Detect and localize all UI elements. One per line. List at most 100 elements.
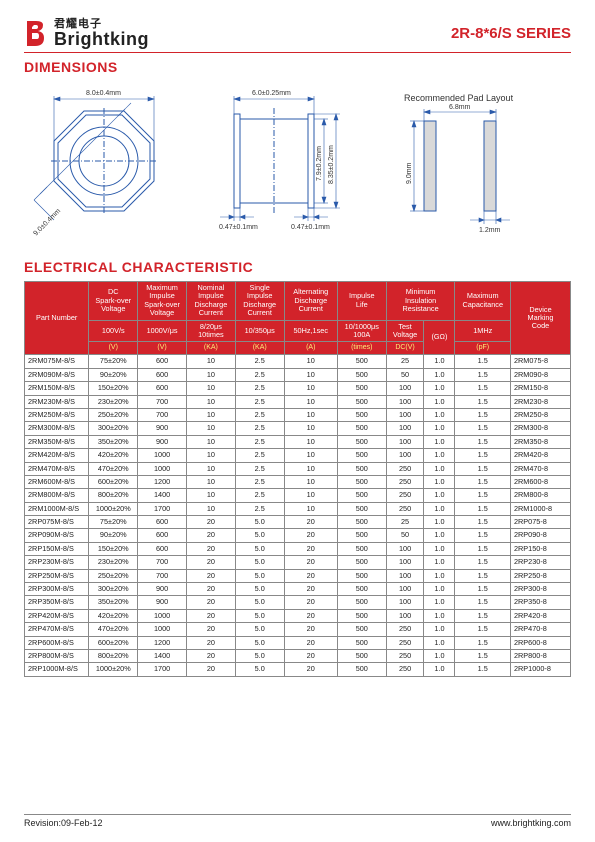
cell-sing: 2.5 xyxy=(235,382,284,395)
pad-width: 6.8mm xyxy=(449,104,471,111)
cell-tv: 100 xyxy=(386,596,424,609)
table-row: 2RM600M-8/S600±20%1200102.5105002501.01.… xyxy=(25,475,571,488)
cell-pn: 2RM230M-8/S xyxy=(25,395,89,408)
cell-go: 1.0 xyxy=(424,556,455,569)
cell-pn: 2RM150M-8/S xyxy=(25,382,89,395)
cell-pn: 2RM600M-8/S xyxy=(25,475,89,488)
cell-tv: 100 xyxy=(386,395,424,408)
series-title: 2R-8*6/S SERIES xyxy=(451,25,571,42)
cell-dc: 150±20% xyxy=(89,382,138,395)
cell-max: 1200 xyxy=(138,475,187,488)
cell-max: 1000 xyxy=(138,623,187,636)
cell-dc: 300±20% xyxy=(89,583,138,596)
cell-alt: 10 xyxy=(284,489,337,502)
cell-sing: 5.0 xyxy=(235,583,284,596)
cell-sing: 5.0 xyxy=(235,596,284,609)
dim-lip-left: 0.47±0.1mm xyxy=(219,224,258,231)
cell-mark: 2RP800-8 xyxy=(510,649,570,662)
cell-alt: 10 xyxy=(284,462,337,475)
cell-sing: 2.5 xyxy=(235,368,284,381)
cell-max: 600 xyxy=(138,529,187,542)
cell-go: 1.0 xyxy=(424,649,455,662)
sub-ins-unit: (GΩ) xyxy=(424,320,455,355)
cell-max: 1000 xyxy=(138,462,187,475)
cell-alt: 20 xyxy=(284,569,337,582)
cell-tv: 250 xyxy=(386,462,424,475)
cell-alt: 10 xyxy=(284,355,337,368)
cell-nom: 20 xyxy=(186,556,235,569)
cell-mark: 2RP230-8 xyxy=(510,556,570,569)
cell-mark: 2RM800-8 xyxy=(510,489,570,502)
cell-max: 900 xyxy=(138,583,187,596)
cell-dc: 470±20% xyxy=(89,623,138,636)
unit-nom: (KA) xyxy=(186,342,235,355)
table-row: 2RP1000M-8/S1000±20%1700205.0205002501.0… xyxy=(25,663,571,676)
cell-mark: 2RM150-8 xyxy=(510,382,570,395)
cell-life: 500 xyxy=(337,502,386,515)
cell-pn: 2RM075M-8/S xyxy=(25,355,89,368)
cell-nom: 20 xyxy=(186,663,235,676)
cell-max: 600 xyxy=(138,516,187,529)
cell-cap: 1.5 xyxy=(455,382,510,395)
cell-dc: 600±20% xyxy=(89,475,138,488)
dim-lip-right: 0.47±0.1mm xyxy=(291,224,330,231)
cell-sing: 2.5 xyxy=(235,502,284,515)
cell-mark: 2RP600-8 xyxy=(510,636,570,649)
cell-pn: 2RP420M-8/S xyxy=(25,609,89,622)
cell-cap: 1.5 xyxy=(455,556,510,569)
cell-tv: 250 xyxy=(386,636,424,649)
cell-mark: 2RP150-8 xyxy=(510,542,570,555)
sub-nom-wave: 8/20μs 10times xyxy=(186,320,235,342)
cell-nom: 10 xyxy=(186,355,235,368)
table-row: 2RP075M-8/S75±20%600205.020500251.01.52R… xyxy=(25,516,571,529)
table-row: 2RM350M-8/S350±20%900102.5105001001.01.5… xyxy=(25,435,571,448)
cell-mark: 2RP090-8 xyxy=(510,529,570,542)
cell-go: 1.0 xyxy=(424,475,455,488)
page-header: 君耀电子 Brightking 2R-8*6/S SERIES xyxy=(24,18,571,53)
cell-tv: 100 xyxy=(386,542,424,555)
cell-dc: 250±20% xyxy=(89,408,138,421)
cell-pn: 2RM420M-8/S xyxy=(25,449,89,462)
cell-go: 1.0 xyxy=(424,516,455,529)
cell-cap: 1.5 xyxy=(455,475,510,488)
dim-oct-od: 8.0±0.4mm xyxy=(86,90,121,97)
logo-english: Brightking xyxy=(54,30,149,48)
table-row: 2RP420M-8/S420±20%1000205.0205001001.01.… xyxy=(25,609,571,622)
logo-chinese: 君耀电子 xyxy=(54,19,149,30)
cell-alt: 10 xyxy=(284,368,337,381)
table-row: 2RP150M-8/S150±20%600205.0205001001.01.5… xyxy=(25,542,571,555)
cell-dc: 250±20% xyxy=(89,569,138,582)
cell-life: 500 xyxy=(337,368,386,381)
cell-mark: 2RP1000-8 xyxy=(510,663,570,676)
cell-alt: 20 xyxy=(284,623,337,636)
cell-life: 500 xyxy=(337,516,386,529)
cell-alt: 20 xyxy=(284,649,337,662)
cell-sing: 2.5 xyxy=(235,489,284,502)
cell-max: 600 xyxy=(138,355,187,368)
cell-max: 1200 xyxy=(138,636,187,649)
revision-text: Revision:09-Feb-12 xyxy=(24,818,103,828)
cell-nom: 20 xyxy=(186,516,235,529)
cell-cap: 1.5 xyxy=(455,422,510,435)
col-dc: DC Spark-over Voltage xyxy=(89,282,138,321)
cell-cap: 1.5 xyxy=(455,583,510,596)
col-cap: Maximum Capacitance xyxy=(455,282,510,321)
cell-dc: 800±20% xyxy=(89,489,138,502)
cell-nom: 10 xyxy=(186,422,235,435)
cell-sing: 2.5 xyxy=(235,355,284,368)
cell-go: 1.0 xyxy=(424,408,455,421)
cell-max: 700 xyxy=(138,569,187,582)
cell-cap: 1.5 xyxy=(455,516,510,529)
cell-cap: 1.5 xyxy=(455,636,510,649)
cell-alt: 10 xyxy=(284,408,337,421)
dim-side-len: 6.0±0.25mm xyxy=(252,90,291,97)
cell-cap: 1.5 xyxy=(455,609,510,622)
electrical-heading: ELECTRICAL CHARACTERISTIC xyxy=(24,259,571,275)
cell-life: 500 xyxy=(337,382,386,395)
cell-max: 900 xyxy=(138,435,187,448)
cell-go: 1.0 xyxy=(424,529,455,542)
cell-max: 600 xyxy=(138,382,187,395)
cell-alt: 20 xyxy=(284,609,337,622)
cell-go: 1.0 xyxy=(424,596,455,609)
logo-icon xyxy=(24,18,50,48)
